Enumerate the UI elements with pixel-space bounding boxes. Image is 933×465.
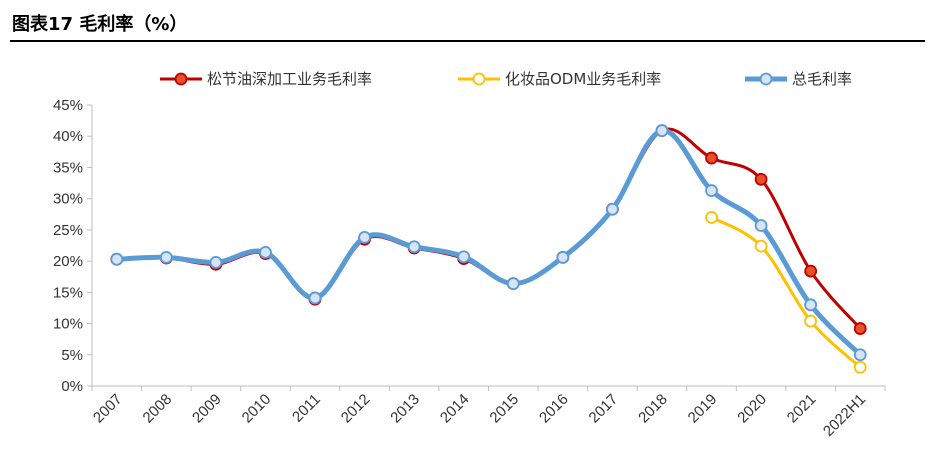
data-point (754, 172, 768, 186)
series-1 (110, 124, 867, 335)
y-tick-label: 30% (53, 191, 83, 208)
data-point (754, 239, 768, 253)
x-tick-label: 2018 (635, 391, 671, 427)
data-point (705, 184, 718, 197)
y-tick-label: 20% (53, 253, 83, 270)
data-point (358, 230, 371, 244)
x-tick-label: 2021 (784, 391, 820, 427)
data-point (705, 210, 718, 224)
y-tick-label: 25% (53, 222, 83, 239)
y-tick-label: 10% (53, 316, 83, 333)
legend-swatch-marker (759, 72, 773, 86)
y-tick-label: 40% (53, 128, 83, 145)
figure-header: 图表17 毛利率（%） (10, 8, 925, 42)
x-tick-label: 2016 (536, 391, 572, 427)
series-2 (705, 210, 867, 374)
x-tick-label: 2019 (685, 391, 721, 427)
data-point (110, 252, 124, 266)
series-line (710, 215, 862, 369)
legend-item-2: 化妆品ODM业务毛利率 (458, 70, 661, 88)
x-tick-label: 2012 (338, 391, 374, 427)
x-tick-label: 2014 (437, 391, 473, 427)
series-3 (110, 124, 867, 362)
data-point (259, 245, 272, 259)
x-tick-label: 2017 (586, 391, 622, 427)
data-point (804, 298, 818, 312)
x-tick-label: 2008 (140, 391, 176, 427)
x-tick-label: 2013 (387, 391, 423, 427)
legend: 松节油深加工业务毛利率 化妆品ODM业务毛利率 总毛利率 (160, 70, 852, 88)
data-point (804, 314, 818, 328)
data-point (159, 250, 173, 264)
y-tick-label: 45% (53, 97, 83, 114)
data-point (705, 151, 718, 165)
legend-label: 总毛利率 (792, 70, 852, 88)
data-point (407, 240, 421, 254)
data-point (556, 250, 570, 264)
figure-title: 图表17 毛利率（%） (12, 14, 188, 35)
x-tick-label: 2009 (189, 391, 225, 427)
x-tick-label: 2010 (239, 391, 275, 427)
data-point (308, 291, 322, 305)
data-point (804, 264, 818, 278)
legend-swatch-marker (174, 72, 188, 86)
legend-label: 化妆品ODM业务毛利率 (505, 70, 661, 88)
series-line (114, 128, 863, 358)
x-tick-label: 2020 (734, 391, 770, 427)
legend-swatch-marker (472, 72, 486, 86)
legend-item-1: 松节油深加工业务毛利率 (160, 70, 372, 88)
legend-label: 松节油深加工业务毛利率 (207, 70, 372, 88)
x-tick-label: 2007 (90, 391, 126, 427)
y-tick-label: 0% (61, 378, 83, 395)
x-tick-label: 2011 (289, 391, 324, 426)
data-point (209, 255, 223, 269)
data-point (754, 219, 768, 232)
y-tick-label: 5% (61, 347, 83, 364)
data-point (606, 202, 619, 216)
y-tick-label: 35% (53, 159, 83, 176)
data-point (853, 348, 867, 362)
series-line (115, 127, 862, 331)
legend-item-3: 总毛利率 (745, 70, 852, 88)
x-tick-label: 2022H1 (820, 391, 869, 440)
axes: 0% 5% 10% 15% 20% 25% 30% 35% 40% 45% 2007 2008 2009… (53, 97, 886, 440)
x-tick-label: 2015 (486, 391, 522, 427)
data-point (655, 124, 669, 138)
data-point (457, 250, 471, 264)
data-point (853, 322, 867, 335)
data-point (506, 277, 520, 290)
data-point (853, 360, 867, 374)
series-lines (110, 124, 867, 374)
y-tick-label: 15% (53, 284, 83, 301)
